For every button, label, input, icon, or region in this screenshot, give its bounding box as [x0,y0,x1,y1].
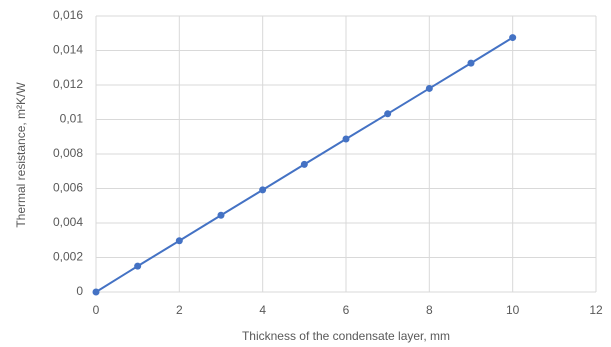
y-tick-label: 0,014 [53,43,83,57]
y-tick-label: 0,01 [60,112,84,126]
y-axis-title: Thermal resistance, m²K/W [14,82,28,228]
data-point [92,288,100,296]
data-point [384,110,392,118]
data-point [425,84,433,92]
y-tick-label: 0,006 [53,181,83,195]
x-tick-label: 4 [259,303,266,317]
x-tick-label: 10 [506,303,520,317]
x-tick-label: 12 [589,303,603,317]
data-point [509,34,517,42]
x-tick-label: 8 [426,303,433,317]
data-point [342,135,350,143]
data-point [259,186,267,194]
y-tick-label: 0,008 [53,146,83,160]
y-tick-label: 0 [76,284,83,298]
x-tick-label: 6 [343,303,350,317]
data-point [217,211,225,219]
y-tick-label: 0,002 [53,250,83,264]
data-point [300,160,308,168]
y-tick-label: 0,016 [53,8,83,22]
x-tick-label: 0 [93,303,100,317]
data-point [467,59,475,67]
data-point [134,262,142,270]
y-tick-label: 0,012 [53,77,83,91]
data-point [175,237,183,245]
x-axis-title: Thickness of the condensate layer, mm [242,329,450,343]
x-tick-label: 2 [176,303,183,317]
y-tick-label: 0,004 [53,215,83,229]
